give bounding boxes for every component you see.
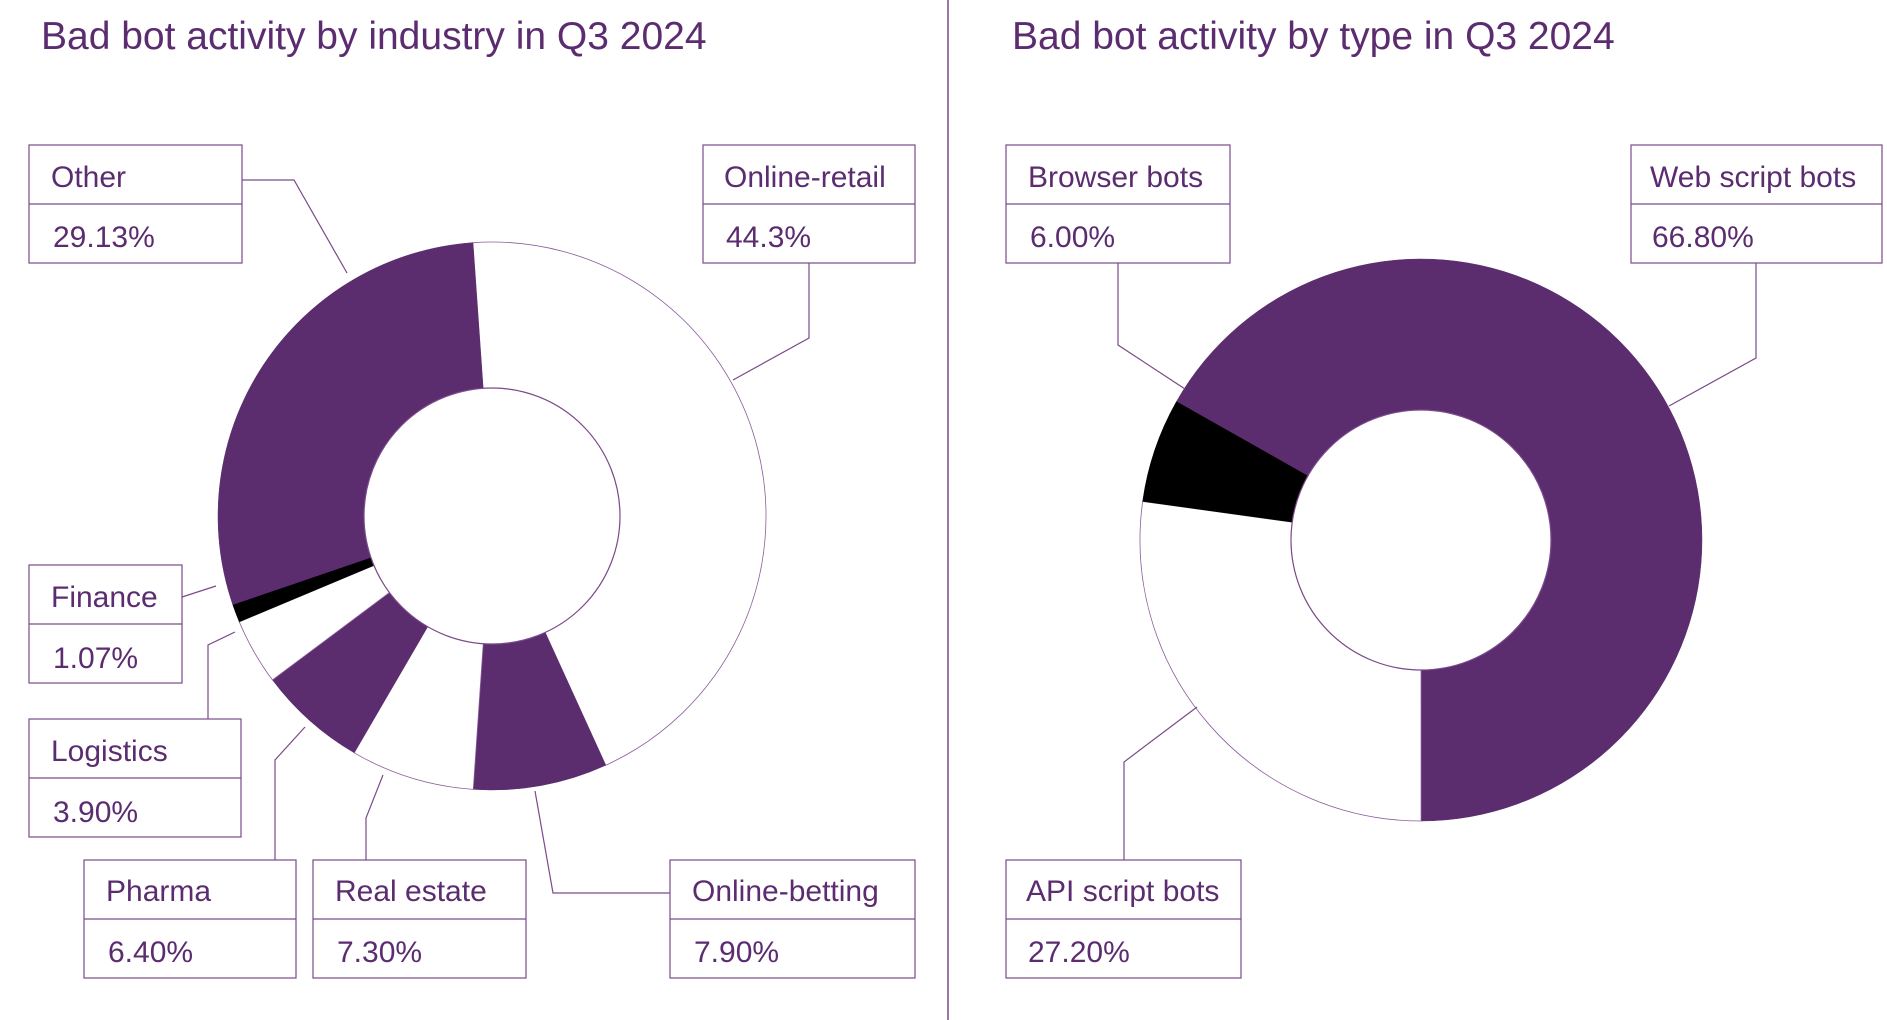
slice-label-value: 29.13%	[53, 221, 155, 254]
slice-label-name: Pharma	[106, 875, 211, 908]
slice-label-name: API script bots	[1026, 875, 1219, 908]
label-api-script-bots: API script bots 27.20%	[1005, 706, 1242, 979]
label-pharma: Pharma 6.40%	[83, 726, 306, 979]
slice-label-value: 44.3%	[726, 221, 811, 254]
donut-hole	[1290, 409, 1552, 671]
slice-label-name: Web script bots	[1650, 161, 1856, 194]
slice-label-value: 6.40%	[108, 936, 193, 969]
label-browser-bots: Browser bots 6.00%	[1005, 144, 1231, 390]
donut-industry	[217, 241, 767, 791]
slice-label-value: 7.30%	[337, 936, 422, 969]
slice-label-name: Real estate	[335, 875, 487, 908]
label-online-betting: Online-betting 7.90%	[534, 790, 916, 979]
slice-label-value: 1.07%	[53, 642, 138, 675]
slice-label-name: Online-betting	[692, 875, 879, 908]
label-finance: Finance 1.07%	[28, 564, 217, 684]
slice-label-value: 6.00%	[1030, 221, 1115, 254]
slice-label-name: Browser bots	[1028, 161, 1203, 194]
slice-label-value: 7.90%	[694, 936, 779, 969]
slice-label-value: 66.80%	[1652, 221, 1754, 254]
slice-label-name: Online-retail	[724, 161, 886, 194]
label-other: Other 29.13%	[28, 144, 348, 274]
label-real-estate: Real estate 7.30%	[312, 774, 527, 979]
slice-label-value: 3.90%	[53, 796, 138, 829]
slice-label-name: Logistics	[51, 735, 168, 768]
label-online-retail: Online-retail 44.3%	[702, 144, 916, 381]
donut-type	[1139, 258, 1703, 822]
chart-title-industry: Bad bot activity by industry in Q3 2024	[41, 15, 707, 58]
chart-title-type: Bad bot activity by type in Q3 2024	[1012, 15, 1615, 58]
slice-label-value: 27.20%	[1028, 936, 1130, 969]
slice-label-name: Other	[51, 161, 126, 194]
donut-hole	[363, 387, 621, 645]
slice-label-name: Finance	[51, 581, 158, 614]
label-web-script-bots: Web script bots 66.80%	[1630, 144, 1883, 407]
label-logistics: Logistics 3.90%	[28, 631, 242, 838]
